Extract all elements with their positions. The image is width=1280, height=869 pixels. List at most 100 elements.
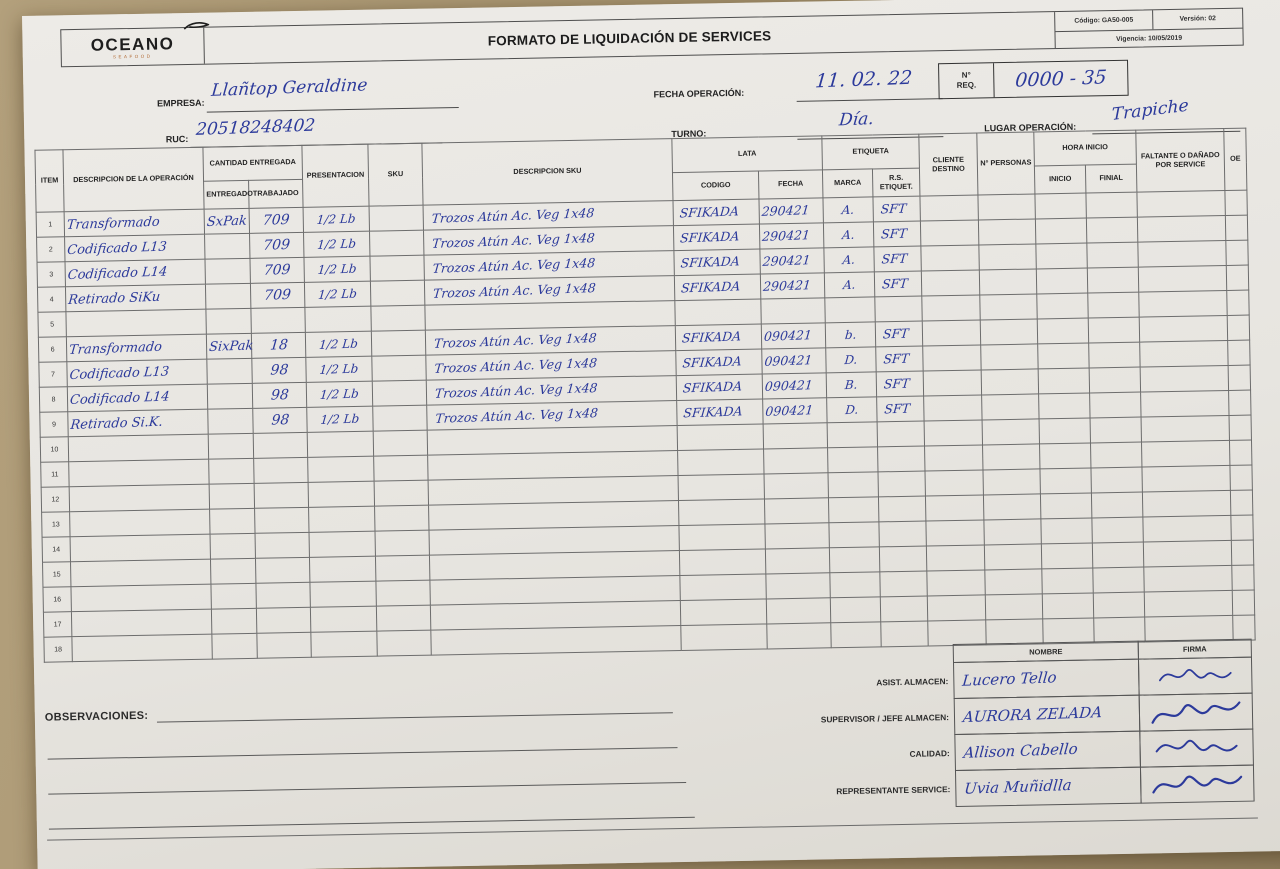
cell-presentacion [308,481,375,508]
cell-item: 10 [40,436,69,463]
col-lata-fecha: FECHA [758,169,823,200]
cell-marca [824,296,876,323]
cell-rs-etiquet [877,421,925,447]
cell-n-personas [982,443,1041,470]
table-body: 1 Transformado SxPak 709 1/2 Lb Trozos A… [36,190,1256,663]
cell-item: 11 [40,461,70,488]
cell-cliente-destino [925,469,984,497]
cell-entregado [209,483,255,510]
logo-wordmark: OCEANO [90,34,175,55]
cell-lata-fecha [763,447,829,474]
liquidacion-table: ITEM DESCRIPCION DE LA OPERACIÓN CANTIDA… [34,128,1256,663]
fecha-operacion-line [796,98,943,102]
cell-cliente-destino [925,519,985,547]
cell-cliente-destino [927,594,986,622]
cell-finial [1091,492,1143,518]
cell-presentacion: 1/2 Lb [303,206,370,233]
cell-entregado [208,433,254,460]
cell-lata-fecha: 090421 [762,372,827,399]
cell-lata-fecha: 290421 [759,222,824,250]
cell-entregado [211,608,257,635]
cell-trabajado [256,607,311,634]
cell-n-personas [983,518,1042,545]
cell-entregado [205,283,251,310]
cell-rs-etiquet [878,521,927,547]
cell-lata-codigo: SFIKADA [675,324,762,351]
cell-inicio [1041,567,1094,594]
cell-presentacion: 1/2 Lb [306,381,373,408]
col-rs-etiquet: R.S. ETIQUET. [872,168,920,197]
cell-faltante [1142,515,1232,543]
nreq-label-line1: N° [961,71,971,81]
cell-presentacion: 1/2 Lb [305,331,372,358]
cell-entregado [206,358,253,385]
signature-scribble-icon [1158,668,1232,681]
nreq-value: 0000 - 35 [1014,65,1108,92]
cell-presentacion: 1/2 Lb [306,406,374,433]
cell-trabajado [255,582,311,609]
cell-lata-codigo: SFIKADA [676,373,763,401]
cell-sku [371,330,426,357]
cell-inicio [1035,218,1087,244]
cell-lata-codigo [680,598,767,626]
cell-presentacion: 1/2 Lb [304,281,371,308]
signature-role-label: REPRESENTANTE SERVICE: [836,783,951,796]
cell-oe [1232,590,1255,616]
col-item: ITEM [34,149,65,213]
cell-marca [830,621,882,648]
empresa-value: Llañtop Geraldine [210,75,369,101]
signature-firma-cell [1139,764,1255,804]
cell-operacion [70,559,211,587]
cell-cliente-destino [919,195,979,222]
cell-item: 14 [42,536,71,563]
cell-lata-codigo: SFIKADA [673,249,761,276]
turno-value: Día. [838,109,875,131]
cell-marca [827,446,879,473]
cell-cliente-destino [922,319,981,347]
cell-presentacion: 1/2 Lb [303,256,371,283]
cell-n-personas [978,243,1037,270]
cell-rs-etiquet [880,621,929,647]
cell-oe [1228,365,1251,391]
cell-marca [828,521,880,548]
cell-lata-fecha: 090421 [761,347,827,374]
cell-n-personas [985,618,1044,645]
signature-scribble-icon [1155,739,1238,752]
col-presentacion: PRESENTACION [301,144,370,208]
cell-marca: A. [823,221,874,248]
cell-finial [1090,442,1143,468]
signature-name-cell: Allison Cabello [954,730,1141,772]
cell-entregado [207,408,254,435]
nreq-label: N° REQ. [939,63,995,99]
cell-oe [1230,490,1253,516]
cell-inicio [1037,318,1089,344]
cell-lata-fecha: 090421 [762,397,828,424]
observaciones-line-1 [156,712,673,723]
cell-cliente-destino [925,494,984,522]
cell-marca [830,596,881,623]
cell-operacion [65,309,207,337]
cell-operacion [68,459,210,487]
cell-trabajado [250,307,306,334]
cell-marca: D. [825,346,877,373]
version-label: Versión: 02 [1179,15,1216,23]
cell-marca: B. [826,371,877,398]
observaciones-line-4 [48,816,695,830]
cell-trabajado: 98 [252,382,307,409]
cell-oe [1231,565,1255,591]
cell-marca [829,546,880,573]
cell-entregado [205,308,252,335]
cell-finial [1086,242,1139,269]
cell-finial [1085,192,1138,219]
cell-oe [1225,215,1248,241]
observaciones-line-3 [48,781,687,795]
cell-marca [828,471,879,498]
cell-cliente-destino [922,344,982,372]
cell-presentacion [310,631,378,658]
cell-oe [1227,340,1251,366]
cell-n-personas [984,568,1043,595]
cell-rs-etiquet: SFT [876,396,925,422]
cell-lata-fecha: 290421 [760,272,825,300]
cell-operacion [69,484,210,512]
cell-faltante [1141,415,1230,443]
